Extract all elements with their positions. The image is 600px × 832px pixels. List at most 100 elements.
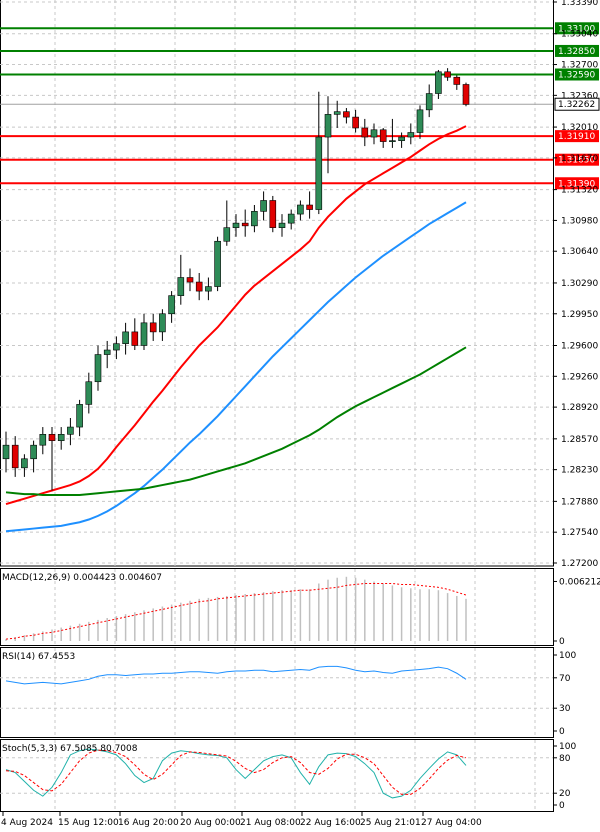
stoch-tick-label: 0: [559, 801, 565, 811]
stoch-title: Stoch(5,3,3) 67.5085 80.7008: [2, 744, 138, 754]
candle: [48, 427, 56, 491]
time-tick-label: 21 Aug 08:00: [240, 818, 301, 828]
candle: [122, 322, 129, 355]
candle: [416, 105, 424, 139]
candle-body: [30, 444, 37, 460]
candle: [260, 191, 267, 221]
candle-body: [159, 313, 166, 333]
price-tick-label: 1.31320: [561, 186, 598, 196]
stoch-line: [5, 749, 467, 795]
candle-body: [379, 129, 387, 142]
candle: [168, 291, 175, 323]
candle-body: [444, 71, 451, 78]
candle: [159, 309, 166, 341]
candle-body: [352, 116, 359, 129]
candle-body: [168, 295, 175, 315]
level-label: 1.31650: [558, 156, 595, 166]
candle-body: [57, 434, 65, 441]
candle-body: [306, 204, 313, 210]
candle-body: [453, 76, 461, 85]
price-tick-label: 1.28570: [561, 435, 598, 445]
candle: [333, 100, 341, 128]
candle: [287, 209, 295, 230]
candle-body: [398, 136, 405, 141]
rsi-tick-label: 30: [559, 704, 571, 714]
macd-signal: [5, 583, 467, 640]
candle-body: [251, 211, 258, 227]
candle: [2, 431, 10, 473]
level-label-box: [555, 130, 599, 143]
candle: [425, 84, 433, 118]
stoch-tick-label: 80: [559, 754, 571, 764]
candle-body: [425, 93, 433, 111]
candle: [94, 345, 102, 391]
level-label-box: [555, 44, 599, 57]
candle: [343, 108, 350, 124]
candle: [462, 82, 470, 107]
price-grid: [0, 0, 553, 566]
level-label: 1.33100: [558, 24, 595, 34]
candle: [205, 277, 212, 301]
candle-body: [131, 331, 139, 346]
candle: [39, 427, 47, 455]
price-tick-label: 1.30980: [561, 216, 598, 226]
candle-body: [315, 136, 323, 210]
candle: [407, 123, 415, 145]
price-tick-label: 1.28230: [561, 466, 598, 476]
price-tick-label: 1.27540: [561, 528, 598, 538]
candle: [21, 454, 28, 477]
time-axis: 4 Aug 2024 15 Aug 12:00 16 Aug 20:00 20 Aug…: [1, 812, 482, 828]
candle: [76, 399, 83, 437]
moving-average-line: [5, 201, 467, 533]
candle: [370, 123, 378, 145]
candle-body: [333, 111, 341, 115]
candle-body: [241, 222, 249, 227]
candle: [11, 436, 19, 477]
time-tick-label: 4 Aug 2024: [1, 818, 53, 828]
candle-body: [76, 404, 83, 428]
price-tick-label: 1.30640: [561, 247, 598, 257]
stoch-axis: 100 80 20 0: [553, 742, 576, 811]
candle-body: [278, 222, 286, 228]
candles: [2, 68, 470, 491]
time-tick-label: 16 Aug 20:00: [118, 818, 179, 828]
candle-body: [140, 322, 148, 346]
level-label-box: [555, 22, 599, 35]
candle: [214, 236, 221, 292]
candle: [131, 318, 139, 351]
stoch-panel: Stoch(5,3,3) 67.5085 80.7008 100 80 20 0: [0, 739, 576, 812]
rsi-tick-label: 100: [559, 651, 576, 661]
price-tick-label: 1.29950: [561, 310, 598, 320]
candle: [269, 195, 277, 233]
price-tick-label: 1.27880: [561, 497, 598, 507]
price-tick-label: 1.27200: [561, 559, 598, 569]
stoch-grid: [0, 740, 553, 811]
candle-body: [48, 434, 56, 441]
candle: [149, 313, 157, 341]
candle-body: [177, 277, 185, 296]
candle-body: [85, 381, 93, 405]
candle: [398, 132, 405, 148]
candle-body: [223, 227, 231, 242]
price-panel: 1.33100 1.32850 1.32590 1.31910 1.31650 1.313…: [0, 0, 600, 569]
candle: [379, 127, 387, 148]
candle: [223, 200, 231, 246]
level-label: 1.31390: [558, 179, 595, 189]
stochastic-lines: [5, 748, 467, 799]
level-label: 1.32590: [558, 71, 595, 81]
price-tick-label: 1.32360: [561, 91, 598, 101]
candle-body: [103, 349, 111, 355]
candle: [232, 214, 240, 237]
candle-body: [122, 331, 129, 344]
price-axis: 1.33390 1.33040 1.32700 1.32360 1.32010 1.316…: [553, 0, 598, 569]
candle-body: [416, 109, 424, 133]
macd-axis: 0.006212 0: [553, 577, 600, 647]
candle-body: [389, 140, 396, 142]
candle-body: [2, 444, 10, 460]
price-tick-label: 1.33040: [561, 30, 598, 40]
price-tick-label: 1.28920: [561, 403, 598, 413]
candle-body: [214, 240, 221, 287]
rsi-panel-frame: [0, 647, 554, 738]
candle: [186, 268, 194, 292]
candle-body: [149, 322, 157, 333]
